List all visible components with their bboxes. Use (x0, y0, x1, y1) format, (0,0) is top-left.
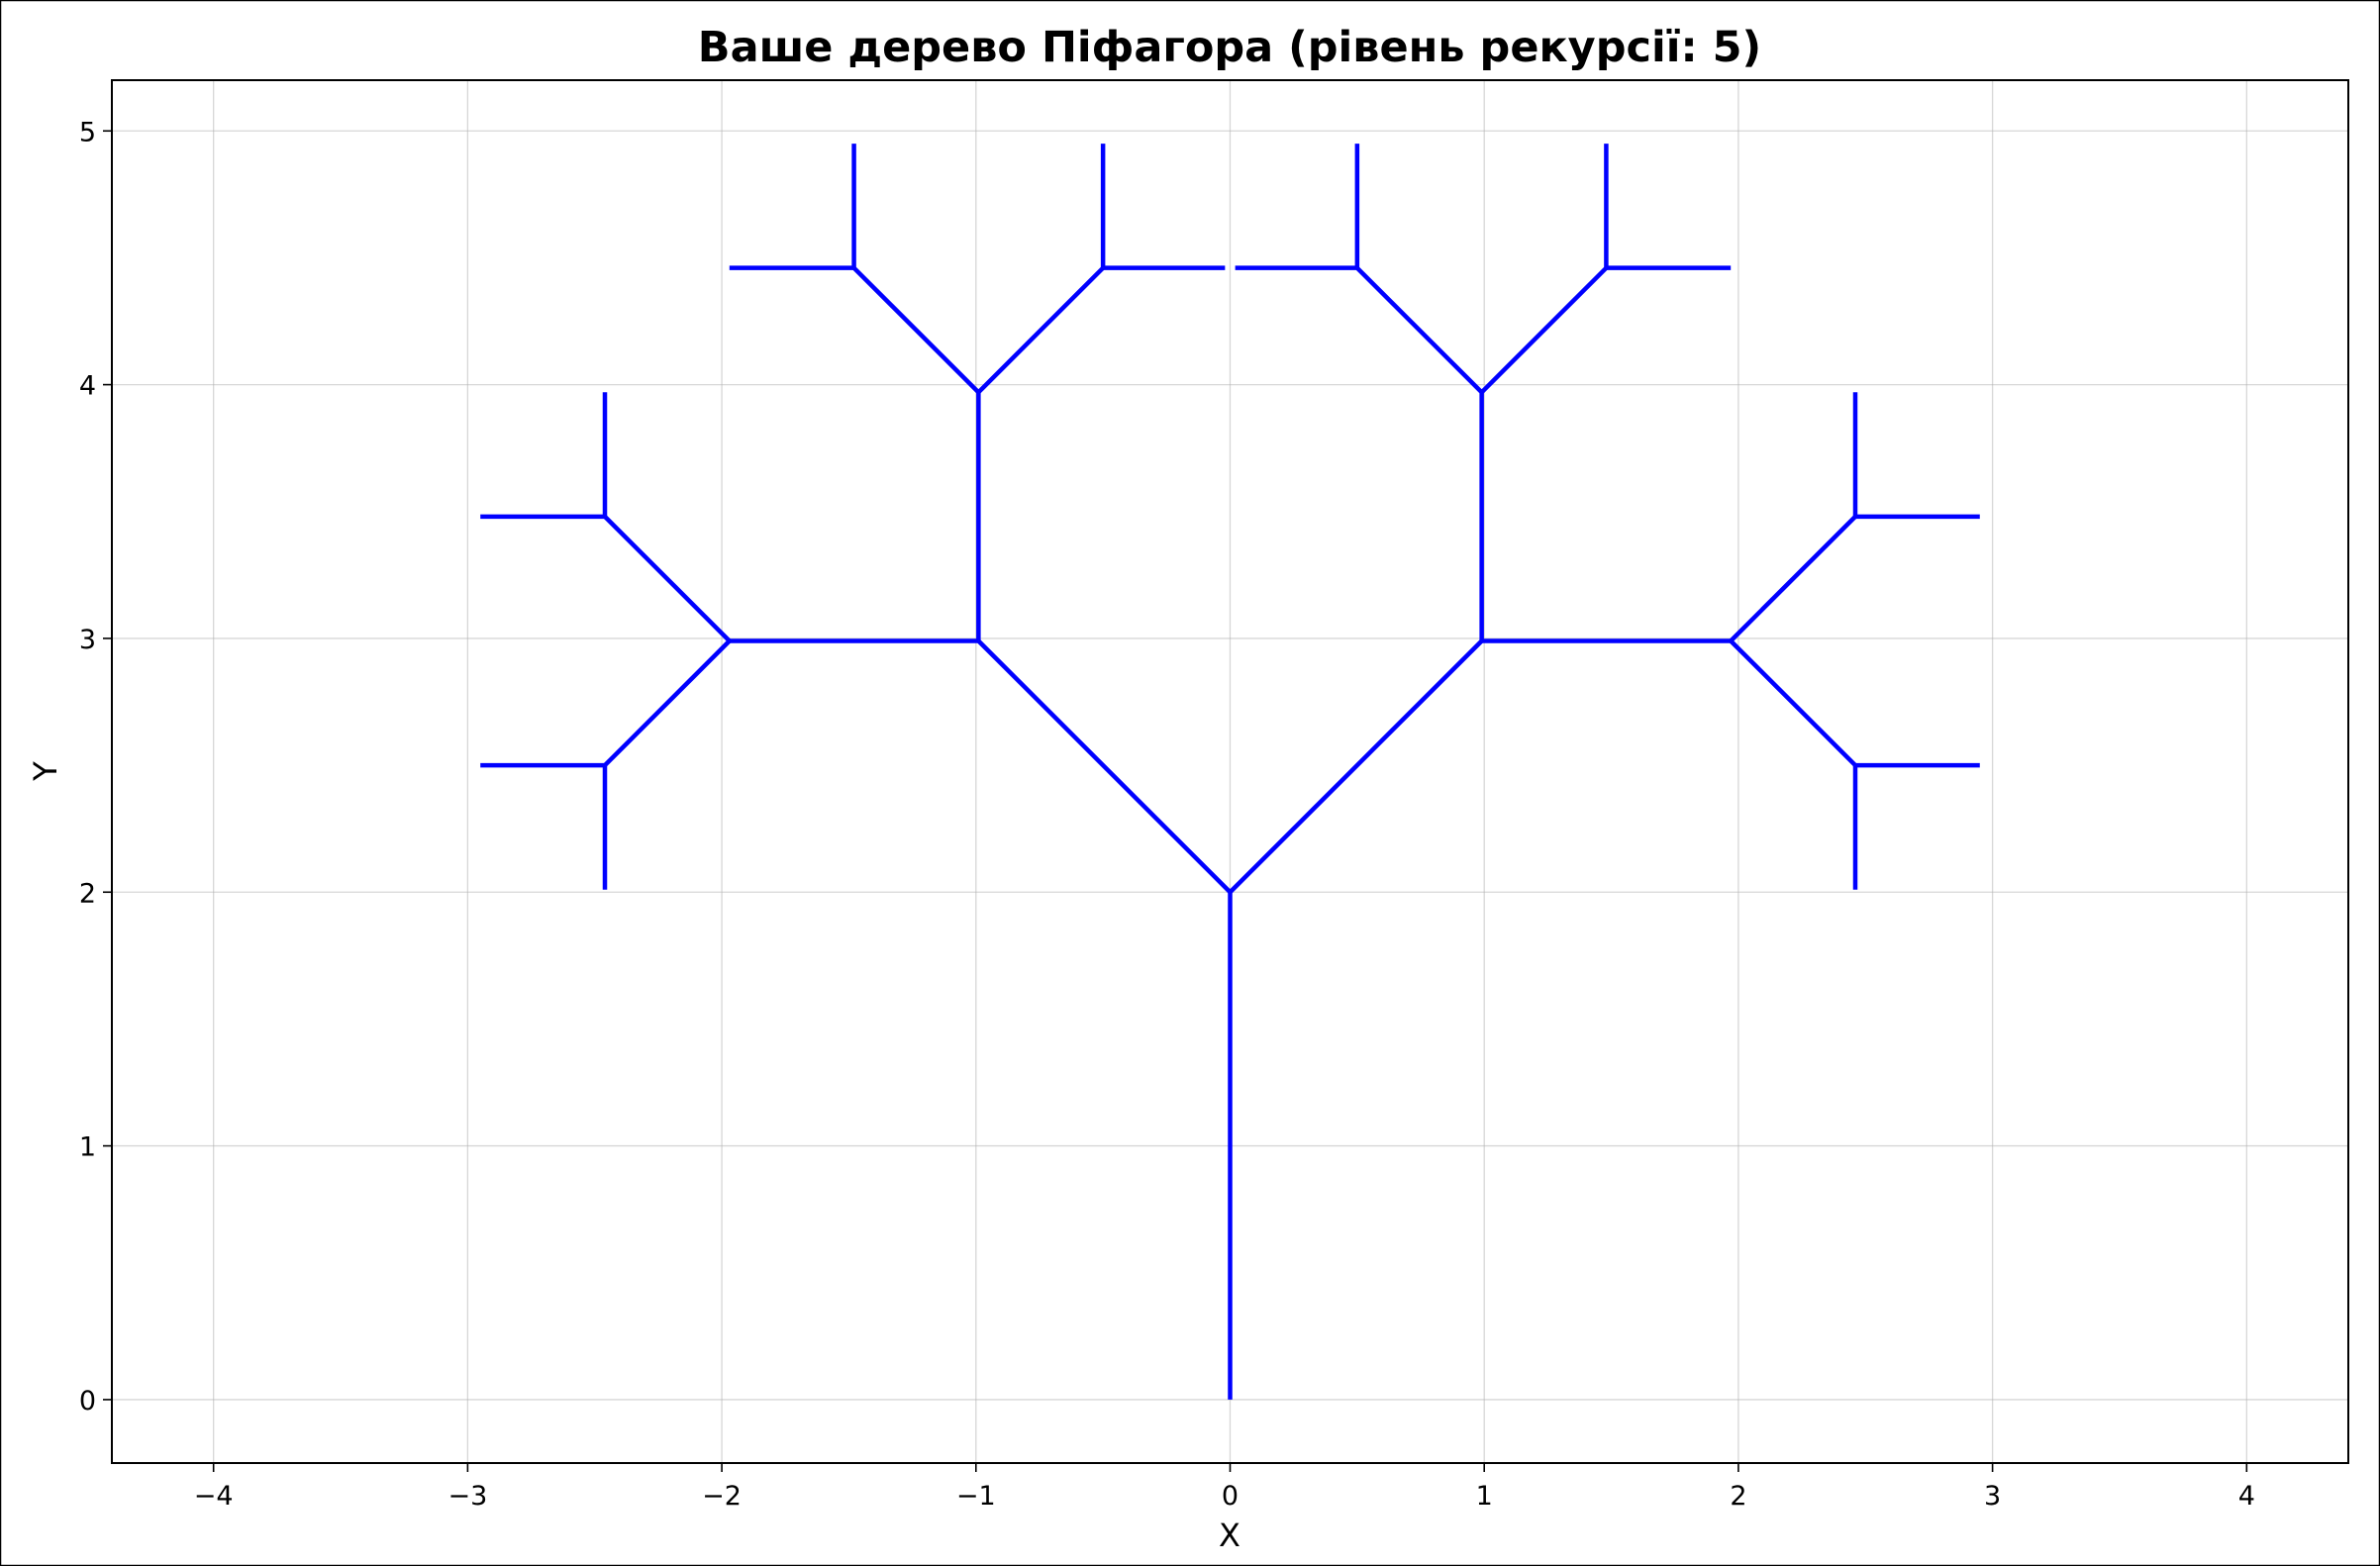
tree-branch-segment (976, 638, 1233, 894)
y-tick-label: 3 (79, 625, 96, 655)
x-axis-ticks: −4 −3 −2 −1 0 1 2 3 4 (194, 1463, 2255, 1512)
tree-branch-segment (851, 266, 980, 394)
x-tick-label: −2 (702, 1481, 742, 1512)
y-axis-ticks: 0 1 2 3 4 5 (79, 117, 112, 1417)
grid (112, 80, 2348, 1463)
y-tick-label: 1 (79, 1132, 96, 1163)
plot-area: −4 −3 −2 −1 0 1 2 3 4 0 1 2 3 4 5 (79, 79, 2349, 1512)
y-axis-label: Y (27, 761, 64, 782)
x-tick-label: −4 (194, 1481, 234, 1512)
x-tick-label: −1 (956, 1481, 996, 1512)
tree-branch-segment (603, 638, 732, 767)
y-tick-label: 5 (79, 117, 96, 147)
tree-branch-segment (976, 266, 1105, 394)
x-tick-label: 4 (2238, 1481, 2255, 1512)
y-tick-label: 0 (79, 1386, 96, 1417)
tree-branches (480, 144, 1980, 1400)
tree-branch-segment (1729, 638, 1857, 767)
x-tick-label: 0 (1222, 1481, 1239, 1512)
x-tick-label: −3 (447, 1481, 487, 1512)
tree-branch-segment (1228, 638, 1484, 894)
tree-branch-segment (1729, 515, 1857, 643)
x-tick-label: 2 (1730, 1481, 1746, 1512)
chart-title: Ваше дерево Піфагора (рівень рекурсії: 5… (698, 23, 1761, 72)
tree-branch-segment (1355, 266, 1484, 394)
tree-branch-segment (603, 515, 732, 643)
y-tick-label: 2 (79, 878, 96, 909)
y-tick-label: 4 (79, 371, 96, 402)
x-tick-label: 3 (1984, 1481, 2001, 1512)
x-axis-label: X (1219, 1517, 1240, 1554)
tree-branch-segment (1480, 266, 1609, 394)
x-tick-label: 1 (1476, 1481, 1493, 1512)
